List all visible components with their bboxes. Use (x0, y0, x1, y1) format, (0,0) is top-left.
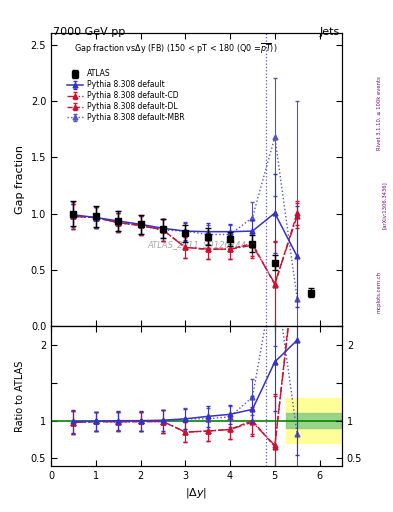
Text: [arXiv:1306.3436]: [arXiv:1306.3436] (382, 181, 387, 229)
Text: ATLAS_2011_S9126244: ATLAS_2011_S9126244 (147, 240, 246, 249)
Y-axis label: Ratio to ATLAS: Ratio to ATLAS (15, 360, 25, 432)
Y-axis label: Gap fraction: Gap fraction (15, 145, 25, 215)
Text: mcplots.cern.ch: mcplots.cern.ch (377, 271, 382, 313)
Legend: ATLAS, Pythia 8.308 default, Pythia 8.308 default-CD, Pythia 8.308 default-DL, P: ATLAS, Pythia 8.308 default, Pythia 8.30… (64, 67, 187, 125)
Text: 7000 GeV pp: 7000 GeV pp (53, 27, 125, 37)
Text: Rivet 3.1.10, ≥ 100k events: Rivet 3.1.10, ≥ 100k events (377, 76, 382, 150)
Text: Gap fraction vs$\Delta$y (FB) (150 < pT < 180 (Q0 =$\overline{pT}$)): Gap fraction vs$\Delta$y (FB) (150 < pT … (74, 40, 278, 56)
X-axis label: $|\Delta y|$: $|\Delta y|$ (185, 486, 208, 500)
Text: Jets: Jets (320, 27, 340, 37)
